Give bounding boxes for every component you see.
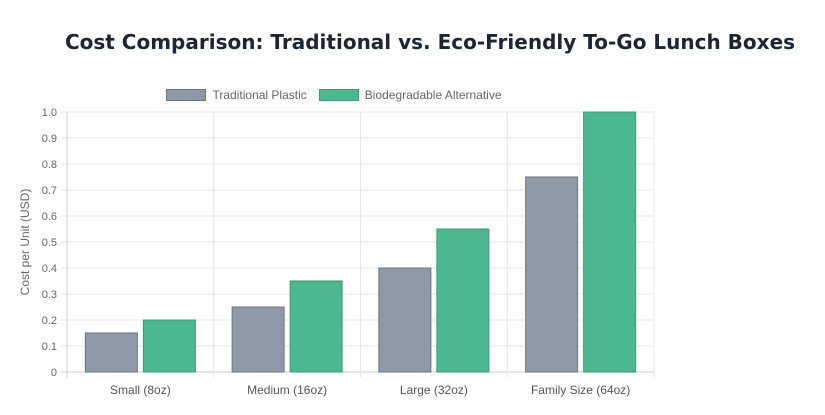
bar-biodegradable-alternative bbox=[436, 228, 490, 373]
bar-biodegradable-alternative bbox=[583, 111, 637, 373]
y-tick-label: 0.2 bbox=[42, 315, 57, 327]
x-tick-label: Large (32oz) bbox=[400, 383, 468, 397]
bar-traditional-plastic bbox=[378, 267, 432, 373]
bar-traditional-plastic bbox=[525, 176, 579, 373]
legend-swatch-biodegradable-alternative bbox=[318, 89, 359, 101]
y-tick-label: 0.6 bbox=[42, 211, 57, 223]
legend: Traditional Plastic Biodegradable Altern… bbox=[0, 88, 668, 102]
bar-biodegradable-alternative bbox=[142, 319, 196, 373]
y-axis-label: Cost per Unit (USD) bbox=[18, 189, 32, 296]
x-tick-label: Small (8oz) bbox=[110, 383, 171, 397]
x-tick-label: Medium (16oz) bbox=[247, 383, 327, 397]
y-tick-label: 0.5 bbox=[42, 237, 57, 249]
chart-title: Cost Comparison: Traditional vs. Eco-Fri… bbox=[64, 30, 796, 54]
y-tick-label: 0.4 bbox=[42, 263, 57, 275]
bar-biodegradable-alternative bbox=[289, 280, 343, 373]
y-tick-label: 0 bbox=[51, 367, 57, 379]
y-tick-label: 0.3 bbox=[42, 289, 57, 301]
bar-traditional-plastic bbox=[84, 332, 138, 373]
y-tick-label: 0.1 bbox=[42, 341, 57, 353]
y-tick-label: 0.8 bbox=[42, 159, 57, 171]
legend-label-traditional-plastic: Traditional Plastic bbox=[212, 88, 307, 102]
y-tick-label: 0.7 bbox=[42, 185, 57, 197]
legend-item-traditional-plastic[interactable]: Traditional Plastic bbox=[166, 88, 307, 102]
legend-label-biodegradable-alternative: Biodegradable Alternative bbox=[364, 88, 502, 102]
legend-swatch-traditional-plastic bbox=[166, 89, 207, 101]
bar-traditional-plastic bbox=[231, 306, 285, 373]
y-tick-label: 0.9 bbox=[42, 133, 57, 145]
y-tick-label: 1.0 bbox=[42, 107, 57, 119]
x-tick-label: Family Size (64oz) bbox=[531, 383, 630, 397]
legend-item-biodegradable-alternative[interactable]: Biodegradable Alternative bbox=[318, 88, 502, 102]
